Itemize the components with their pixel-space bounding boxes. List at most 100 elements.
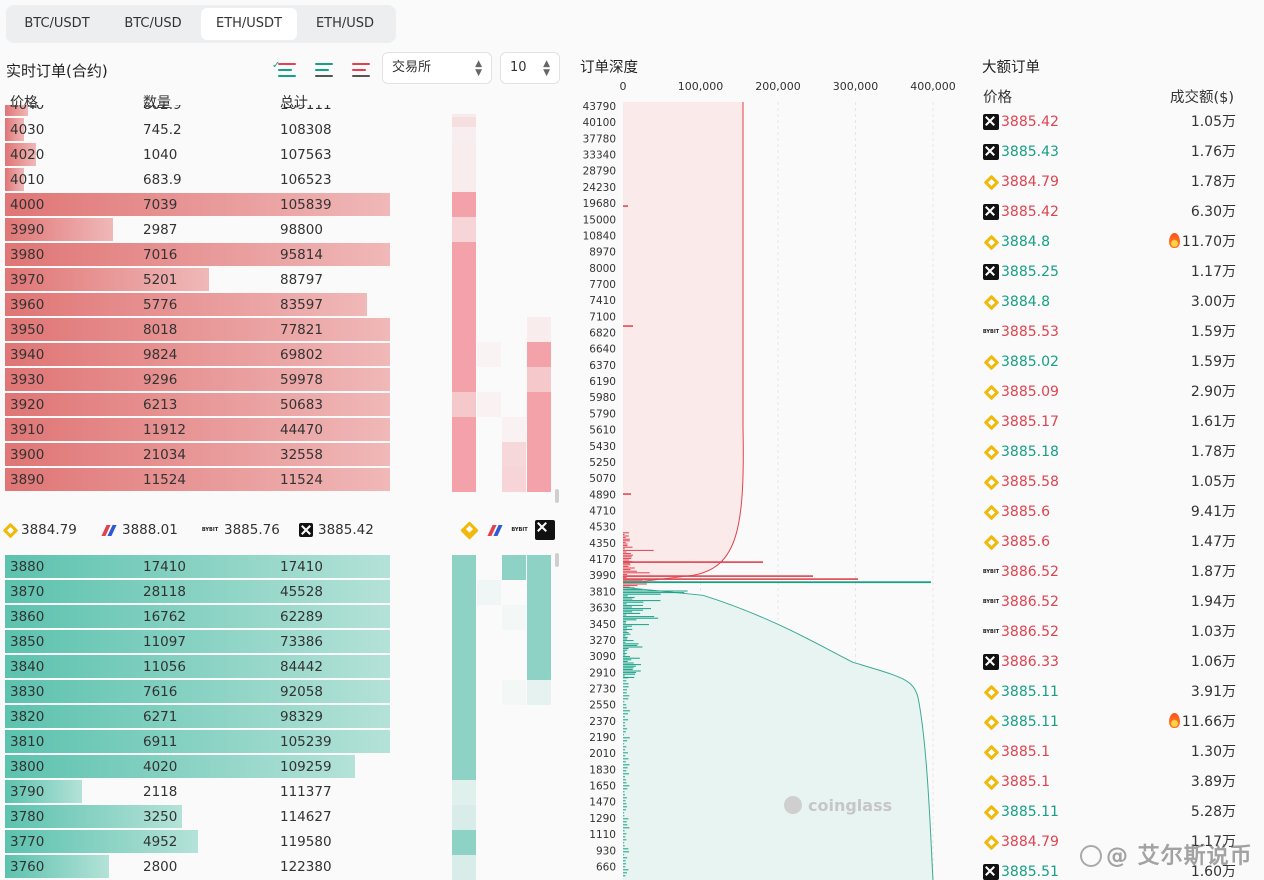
exchange-col-bitmex[interactable] bbox=[482, 518, 507, 542]
large-order-exchange bbox=[982, 804, 1000, 820]
ask-row[interactable]: 3900 21034 32558 bbox=[5, 443, 390, 468]
ask-level-bar bbox=[623, 575, 813, 577]
tab-btc-usdt[interactable]: BTC/USDT bbox=[24, 16, 90, 31]
price-cell: 3950 bbox=[10, 322, 45, 338]
bid-row[interactable]: 3800 4020 109259 bbox=[5, 755, 390, 780]
ask-row[interactable]: 4030 745.2 108308 bbox=[5, 118, 390, 143]
okx-icon bbox=[983, 864, 999, 880]
ask-row[interactable]: 3950 8018 77821 bbox=[5, 318, 390, 343]
large-order-row[interactable]: 3885.11 5.28万 bbox=[982, 797, 1242, 827]
bid-row[interactable]: 3780 3250 114627 bbox=[5, 805, 390, 830]
large-order-row[interactable]: 3884.8 11.70万 bbox=[982, 227, 1242, 257]
tab-eth-usdt[interactable]: ETH/USDT bbox=[201, 8, 297, 40]
bid-row[interactable]: 3820 6271 98329 bbox=[5, 705, 390, 730]
ask-row[interactable]: 4020 1040 107563 bbox=[5, 143, 390, 168]
total-cell: 59978 bbox=[280, 372, 323, 388]
bid-row[interactable]: 3860 16762 62289 bbox=[5, 605, 390, 630]
bid-row[interactable]: 3810 6911 105239 bbox=[5, 730, 390, 755]
tab-btc-usd[interactable]: BTC/USD bbox=[124, 16, 182, 31]
bid-row[interactable]: 3880 17410 17410 bbox=[5, 555, 390, 580]
bid-row[interactable]: 3830 7616 92058 bbox=[5, 680, 390, 705]
large-order-row[interactable]: 3885.51 1.60万 bbox=[982, 857, 1242, 880]
book-mode-bids-icon[interactable] bbox=[309, 61, 335, 79]
large-order-row[interactable]: 3886.33 1.06万 bbox=[982, 647, 1242, 677]
book-mode-both-icon[interactable]: ✓ bbox=[272, 61, 298, 79]
bid-row[interactable]: 3840 11056 84442 bbox=[5, 655, 390, 680]
large-order-row[interactable]: 3885.42 1.05万 bbox=[982, 107, 1242, 137]
heat-cell bbox=[527, 680, 551, 705]
ask-row[interactable]: 3890 11524 11524 bbox=[5, 468, 390, 493]
bid-row[interactable]: 3790 2118 111377 bbox=[5, 780, 390, 805]
bid-row[interactable]: 3870 28118 45528 bbox=[5, 580, 390, 605]
large-order-row[interactable]: 3885.09 2.90万 bbox=[982, 377, 1242, 407]
bid-row[interactable]: 3850 11097 73386 bbox=[5, 630, 390, 655]
large-order-row[interactable]: 3885.58 1.05万 bbox=[982, 467, 1242, 497]
large-order-row[interactable]: BYBIT 3886.52 1.87万 bbox=[982, 557, 1242, 587]
large-order-row[interactable]: 3885.6 9.41万 bbox=[982, 497, 1242, 527]
ask-row[interactable]: 3940 9824 69802 bbox=[5, 343, 390, 368]
chevron-updown-icon: ▲ ▼ bbox=[475, 59, 482, 78]
ask-depth-bar bbox=[5, 268, 210, 291]
ask-scrollbar[interactable] bbox=[555, 489, 559, 503]
large-order-row[interactable]: 3885.02 1.59万 bbox=[982, 347, 1242, 377]
ask-row[interactable]: 3960 5776 83597 bbox=[5, 293, 390, 318]
heat-cell bbox=[452, 755, 476, 780]
ask-row[interactable]: 3980 7016 95814 bbox=[5, 243, 390, 268]
heat-cell bbox=[452, 705, 476, 730]
ask-row[interactable]: 3930 9296 59978 bbox=[5, 368, 390, 393]
ask-row[interactable]: 3920 6213 50683 bbox=[5, 393, 390, 418]
heat-cell bbox=[502, 442, 526, 467]
large-order-row[interactable]: BYBIT 3886.52 1.03万 bbox=[982, 617, 1242, 647]
exchange-select[interactable]: 交易所 ▲ ▼ bbox=[382, 52, 492, 84]
large-order-row[interactable]: 3885.25 1.17万 bbox=[982, 257, 1242, 287]
large-order-row[interactable]: 3885.43 1.76万 bbox=[982, 137, 1242, 167]
depth-y-label: 5790 bbox=[589, 408, 616, 420]
large-order-row[interactable]: 3884.79 1.78万 bbox=[982, 167, 1242, 197]
bid-depth-bar bbox=[5, 755, 356, 778]
ask-row[interactable]: 3970 5201 88797 bbox=[5, 268, 390, 293]
large-order-row[interactable]: 3885.11 11.66万 bbox=[982, 707, 1242, 737]
large-order-exchange bbox=[982, 744, 1000, 760]
price-cell: 3990 bbox=[10, 222, 45, 238]
ask-row[interactable]: 4010 683.9 106523 bbox=[5, 168, 390, 193]
depth-level-select[interactable]: 10 ▲ ▼ bbox=[500, 52, 560, 84]
ask-row[interactable]: 4000 7039 105839 bbox=[5, 193, 390, 218]
tab-eth-usd[interactable]: ETH/USD bbox=[315, 16, 375, 31]
bid-row[interactable]: 3760 2800 122380 bbox=[5, 855, 390, 880]
orderbook-title: 实时订单(合约) bbox=[6, 62, 108, 80]
large-order-row[interactable]: BYBIT 3886.52 1.94万 bbox=[982, 587, 1242, 617]
bid-row[interactable]: 3770 4952 119580 bbox=[5, 830, 390, 855]
large-order-row[interactable]: 3884.8 3.00万 bbox=[982, 287, 1242, 317]
exchange-col-binance[interactable] bbox=[457, 518, 482, 542]
ask-row[interactable]: 4040 802.9 109111 bbox=[5, 105, 390, 118]
price-cell: 4000 bbox=[10, 197, 45, 213]
large-order-row[interactable]: 3885.1 1.30万 bbox=[982, 737, 1242, 767]
bitmex-icon bbox=[486, 524, 503, 536]
large-order-row[interactable]: BYBIT 3885.53 1.59万 bbox=[982, 317, 1242, 347]
depth-y-label: 10840 bbox=[583, 230, 616, 242]
large-order-amount: 1.03万 bbox=[1191, 617, 1236, 647]
large-order-amount-value: 1.05万 bbox=[1190, 114, 1236, 130]
exchange-price-binance: 3884.79 bbox=[2, 520, 77, 540]
ask-row[interactable]: 3910 11912 44470 bbox=[5, 418, 390, 443]
large-order-row[interactable]: 3885.1 3.89万 bbox=[982, 767, 1242, 797]
bid-level-bar bbox=[623, 785, 630, 787]
large-order-row[interactable]: 3885.18 1.78万 bbox=[982, 437, 1242, 467]
ask-level-bar bbox=[623, 541, 626, 543]
large-order-price: 3885.1 bbox=[1001, 744, 1050, 760]
large-order-price: 3884.79 bbox=[1001, 174, 1059, 190]
large-order-amount-value: 1.17万 bbox=[1190, 264, 1236, 280]
bid-scrollbar[interactable] bbox=[555, 553, 559, 567]
large-order-exchange bbox=[982, 504, 1000, 520]
large-order-row[interactable]: 3885.11 3.91万 bbox=[982, 677, 1242, 707]
heat-cell bbox=[527, 392, 551, 417]
qty-cell: 2987 bbox=[143, 222, 178, 238]
large-order-row[interactable]: 3884.79 1.17万 bbox=[982, 827, 1242, 857]
large-order-row[interactable]: 3885.17 1.61万 bbox=[982, 407, 1242, 437]
ask-row[interactable]: 3990 2987 98800 bbox=[5, 218, 390, 243]
book-mode-asks-icon[interactable] bbox=[346, 61, 372, 79]
exchange-col-bybit[interactable]: BYBIT bbox=[507, 518, 532, 542]
exchange-col-okx[interactable] bbox=[532, 518, 557, 542]
large-order-row[interactable]: 3885.6 1.47万 bbox=[982, 527, 1242, 557]
large-order-row[interactable]: 3885.42 6.30万 bbox=[982, 197, 1242, 227]
